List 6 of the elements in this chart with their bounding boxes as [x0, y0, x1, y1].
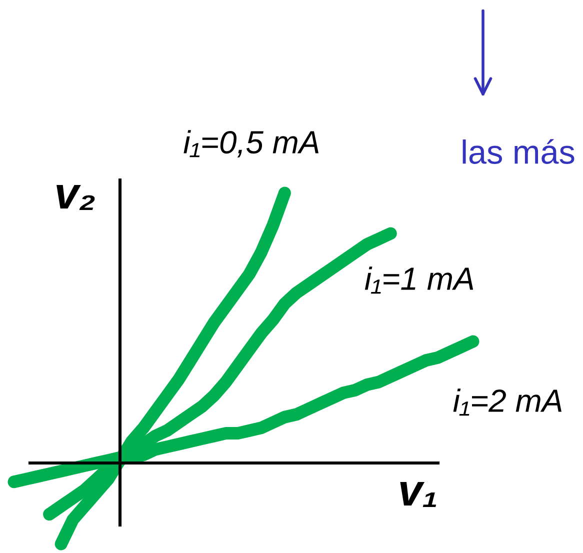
series-label: i₁=0,5 mA	[184, 130, 318, 158]
text: las más	[462, 139, 574, 164]
series-label: i₁=2 mA	[453, 388, 562, 416]
y-axis-title: v₂	[56, 185, 95, 210]
x-axis-title: v₁	[400, 482, 436, 507]
series-label: i₁=1 mA	[364, 266, 474, 294]
